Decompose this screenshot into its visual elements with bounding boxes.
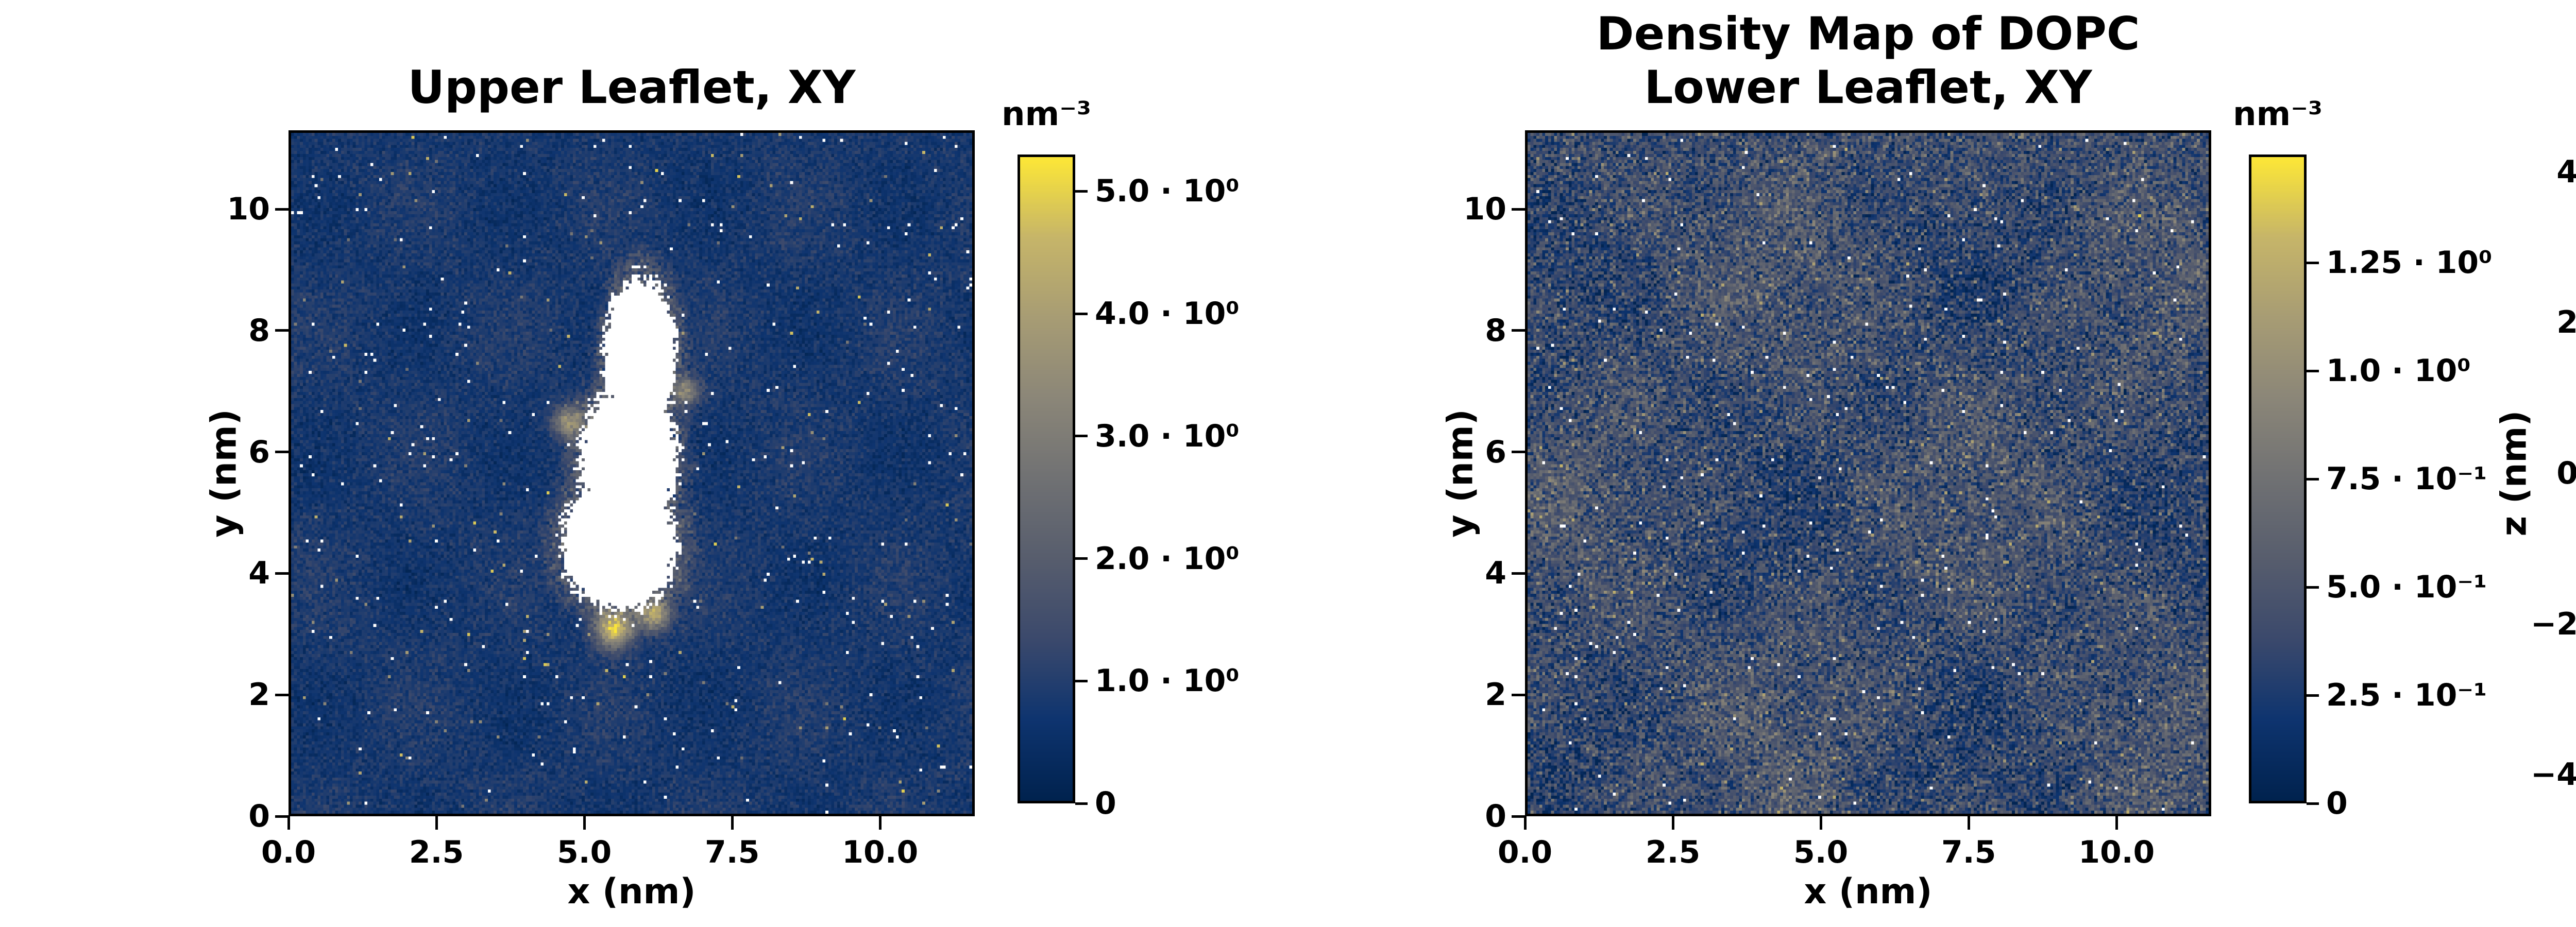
chart1-colorbar-gradient xyxy=(1020,157,1073,801)
colorbar-tick-label: 1.25 · 10⁰ xyxy=(2326,245,2493,281)
x-tick-label: 5.0 xyxy=(556,834,612,870)
y-tick-mark xyxy=(1512,815,1525,818)
chart2-heatmap-canvas xyxy=(1528,133,2209,814)
y-tick-label: 10 xyxy=(1463,191,1507,228)
colorbar-tick-label: 2.0 · 10⁰ xyxy=(1095,540,1240,577)
y-tick-label: 0 xyxy=(2556,455,2576,491)
colorbar-tick-mark xyxy=(1075,557,1088,560)
colorbar-tick-label: 1.0 · 10⁰ xyxy=(2326,353,2471,389)
y-tick-label: 10 xyxy=(227,191,270,228)
y-tick-mark xyxy=(275,693,289,696)
x-tick-label: 2.5 xyxy=(409,834,464,870)
colorbar-tick-mark xyxy=(1075,312,1088,315)
x-tick-label: 7.5 xyxy=(1941,834,1996,870)
y-tick-label: 2 xyxy=(1485,677,1506,713)
x-tick-label: 7.5 xyxy=(705,834,760,870)
colorbar-tick-mark xyxy=(1075,679,1088,682)
y-tick-mark xyxy=(275,451,289,454)
x-tick-mark xyxy=(878,816,882,830)
colorbar-tick-label: 7.5 · 10⁻¹ xyxy=(2326,461,2487,497)
y-tick-label: 6 xyxy=(248,434,270,470)
x-tick-mark xyxy=(287,816,290,830)
y-tick-label: 0 xyxy=(1485,798,1506,834)
colorbar-tick-label: 3.0 · 10⁰ xyxy=(1095,418,1240,454)
y-tick-label: 4 xyxy=(1485,555,1506,592)
y-tick-mark xyxy=(1512,208,1525,211)
chart1-title: Upper Leaflet, XY xyxy=(408,61,856,114)
colorbar-tick-mark xyxy=(1075,190,1088,193)
chart2-x-axis-label: x (nm) xyxy=(1804,871,1933,912)
chart2-colorbar xyxy=(2249,154,2307,803)
y-tick-mark xyxy=(275,208,289,211)
chart1-heatmap-canvas xyxy=(291,133,972,814)
y-tick-mark xyxy=(275,815,289,818)
x-tick-mark xyxy=(1523,816,1527,830)
x-tick-mark xyxy=(2115,816,2118,830)
chart1-x-axis-label: x (nm) xyxy=(567,871,696,912)
colorbar-tick-label: 5.0 · 10⁰ xyxy=(1095,173,1240,210)
x-tick-label: 10.0 xyxy=(842,834,919,870)
x-tick-label: 10.0 xyxy=(2078,834,2155,870)
chart1-colorbar xyxy=(1018,154,1075,803)
colorbar-tick-mark xyxy=(1075,802,1088,805)
x-tick-label: 0.0 xyxy=(1497,834,1553,870)
x-tick-label: 0.0 xyxy=(261,834,316,870)
y-tick-label: 6 xyxy=(1485,434,1506,470)
colorbar-tick-mark xyxy=(2307,586,2319,589)
colorbar-tick-label: 5.0 · 10⁻¹ xyxy=(2326,569,2487,605)
chart2-y-axis-label: y (nm) xyxy=(1440,409,1481,538)
y-tick-label: 4 xyxy=(2556,153,2576,190)
colorbar-tick-label: 0 xyxy=(2326,785,2348,821)
y-tick-label: 2 xyxy=(2556,304,2576,341)
chart1-colorbar-unit: nm⁻³ xyxy=(1001,95,1092,133)
x-tick-mark xyxy=(1967,816,1970,830)
y-tick-mark xyxy=(1512,329,1525,332)
x-tick-mark xyxy=(1671,816,1674,830)
y-tick-label: −2 xyxy=(2530,606,2576,642)
figure-suptitle: Density Map of DOPC xyxy=(1596,7,2140,60)
y-tick-mark xyxy=(1512,451,1525,454)
x-tick-mark xyxy=(1819,816,1822,830)
colorbar-tick-label: 2.5 · 10⁻¹ xyxy=(2326,677,2487,713)
chart2-title: Lower Leaflet, XY xyxy=(1644,61,2092,114)
x-tick-label: 0 xyxy=(2519,835,2576,870)
colorbar-tick-label: 1.0 · 10⁰ xyxy=(1095,663,1240,699)
colorbar-tick-mark xyxy=(2307,802,2319,805)
y-tick-label: 2 xyxy=(248,677,270,713)
colorbar-tick-mark xyxy=(2307,369,2319,372)
x-tick-mark xyxy=(435,816,438,830)
chart1-y-axis-label: y (nm) xyxy=(204,409,245,538)
x-tick-label: 2.5 xyxy=(1645,834,1701,870)
y-tick-label: −4 xyxy=(2530,757,2576,793)
colorbar-tick-label: 4.0 · 10⁰ xyxy=(1095,296,1240,332)
colorbar-tick-mark xyxy=(2307,694,2319,697)
chart2-plot-area xyxy=(1525,130,2211,816)
y-tick-mark xyxy=(275,572,289,575)
chart2-colorbar-unit: nm⁻³ xyxy=(2232,95,2323,133)
y-tick-label: 4 xyxy=(248,555,270,592)
colorbar-tick-mark xyxy=(1075,435,1088,438)
x-tick-mark xyxy=(583,816,586,830)
x-tick-label: 5.0 xyxy=(1793,834,1849,870)
y-tick-mark xyxy=(1512,572,1525,575)
y-tick-mark xyxy=(275,329,289,332)
y-tick-mark xyxy=(1512,693,1525,696)
chart2-colorbar-gradient xyxy=(2251,157,2304,801)
y-tick-label: 8 xyxy=(1485,312,1506,349)
chart1-plot-area xyxy=(289,130,975,816)
x-tick-mark xyxy=(731,816,734,830)
y-tick-label: 8 xyxy=(248,312,270,349)
y-tick-label: 0 xyxy=(248,798,270,834)
colorbar-tick-label: 0 xyxy=(1095,785,1116,821)
colorbar-tick-mark xyxy=(2307,261,2319,264)
colorbar-tick-mark xyxy=(2307,477,2319,480)
